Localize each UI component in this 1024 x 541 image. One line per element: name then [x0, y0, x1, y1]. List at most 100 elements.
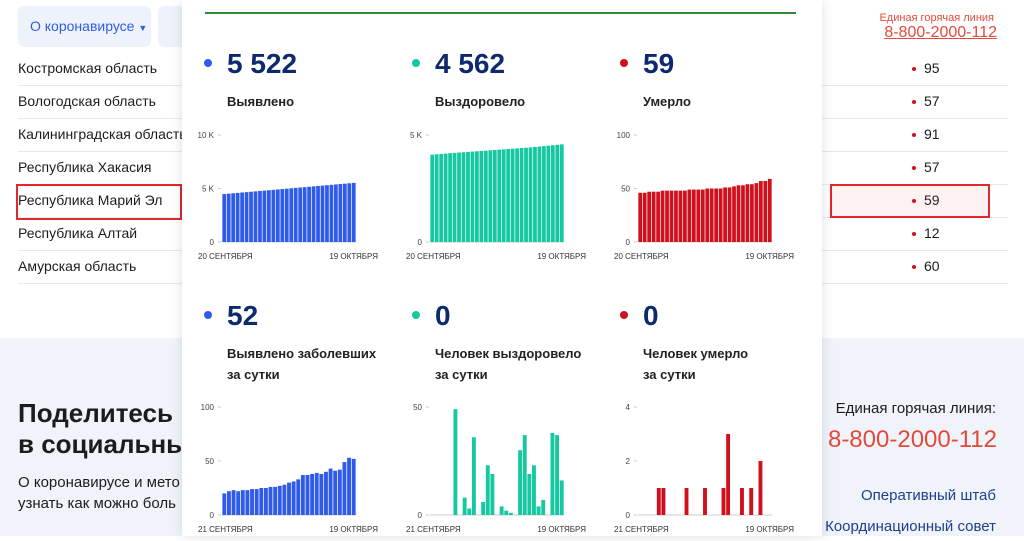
- y-tick-label: 10 K: [198, 131, 215, 140]
- bar: [740, 488, 744, 515]
- bar: [298, 187, 303, 242]
- card-value: 4 562: [435, 48, 505, 79]
- y-tick-label: 50: [621, 185, 630, 194]
- hotline-phone[interactable]: 8-800-2000-112: [884, 24, 997, 41]
- card-label: Выявлено: [227, 94, 294, 109]
- bar: [524, 147, 528, 242]
- dot: [412, 59, 420, 67]
- bar: [430, 154, 435, 242]
- bar: [758, 181, 763, 242]
- bar: [310, 473, 315, 515]
- card-label: Выздоровело: [435, 94, 525, 109]
- bar: [316, 185, 320, 242]
- y-tick-label: 0: [418, 238, 423, 247]
- bar: [518, 450, 523, 515]
- menu-button[interactable]: О коронавирусе ▼: [18, 6, 151, 47]
- bar: [324, 471, 328, 515]
- bar: [325, 185, 329, 242]
- bar: [342, 183, 347, 242]
- bar: [236, 491, 241, 515]
- bar: [754, 183, 759, 242]
- bar: [506, 149, 511, 242]
- x-axis-label: 21 СЕНТЯБРЯ: [614, 525, 669, 534]
- bar: [222, 493, 227, 515]
- card-value: 0: [643, 300, 659, 331]
- region-value: 12: [912, 217, 940, 250]
- card-value: 52: [227, 300, 258, 331]
- bar: [651, 191, 656, 242]
- bar: [528, 147, 533, 242]
- bar: [443, 153, 448, 242]
- dot: [620, 311, 628, 319]
- card-label: Человек выздоровело: [435, 346, 581, 361]
- bar: [499, 506, 504, 515]
- bar: [684, 488, 689, 515]
- bar: [334, 184, 338, 242]
- x-axis-label: 19 ОКТЯБРЯ: [329, 252, 378, 261]
- bar: [305, 475, 310, 515]
- bar: [291, 481, 296, 515]
- card-label: Умерло: [643, 94, 691, 109]
- bar: [314, 472, 319, 515]
- bar: [226, 193, 231, 242]
- bar: [758, 461, 763, 515]
- bar: [687, 189, 692, 242]
- bar: [466, 151, 470, 242]
- bar: [222, 194, 227, 242]
- bar: [470, 151, 475, 242]
- bar: [497, 149, 502, 242]
- contact-link[interactable]: Координационный совет: [825, 518, 996, 535]
- bar: [741, 185, 745, 242]
- bar: [550, 432, 555, 515]
- y-tick-label: 0: [210, 238, 215, 247]
- card-label: за сутки: [643, 367, 696, 382]
- bar: [311, 186, 316, 242]
- x-axis-label: 21 СЕНТЯБРЯ: [406, 525, 461, 534]
- bar: [268, 486, 273, 515]
- region-value: 91: [912, 118, 940, 151]
- bar: [492, 149, 497, 242]
- bar: [452, 152, 457, 242]
- bar: [732, 186, 736, 242]
- bar: [267, 190, 271, 242]
- bar: [721, 488, 726, 515]
- bar: [249, 191, 253, 242]
- contact-link[interactable]: Оперативный штаб: [861, 487, 996, 504]
- bar: [703, 488, 707, 515]
- bar: [490, 473, 495, 515]
- dot: [412, 311, 420, 319]
- bar: [448, 153, 452, 242]
- bar: [338, 184, 343, 242]
- menu-label: О коронавирусе: [30, 18, 135, 34]
- bar: [320, 185, 325, 242]
- bar: [453, 409, 458, 515]
- y-tick-label: 0: [626, 238, 631, 247]
- x-axis-label: 19 ОКТЯБРЯ: [745, 252, 794, 261]
- x-axis-label: 21 СЕНТЯБРЯ: [198, 525, 253, 534]
- bar: [254, 489, 259, 515]
- bar: [691, 189, 696, 242]
- bar: [462, 497, 467, 515]
- region-name: Амурская область: [18, 258, 137, 274]
- bar: [661, 488, 666, 515]
- bar: [674, 190, 678, 242]
- bar: [259, 488, 264, 515]
- bar: [271, 189, 276, 242]
- bar: [226, 491, 231, 515]
- region-name: Вологодская область: [18, 93, 156, 109]
- x-axis-label: 19 ОКТЯБРЯ: [329, 525, 378, 534]
- bar: [542, 146, 546, 242]
- bar: [347, 457, 352, 515]
- bar: [302, 187, 307, 242]
- region-name: Калининградская область: [18, 126, 187, 142]
- bar: [515, 148, 519, 242]
- bar: [763, 181, 768, 242]
- x-axis-label: 20 СЕНТЯБРЯ: [406, 252, 461, 261]
- contacts-phone[interactable]: 8-800-2000-112: [827, 426, 997, 453]
- highlight-box: [830, 184, 990, 218]
- bar: [485, 465, 490, 515]
- bar: [245, 490, 250, 515]
- bar: [714, 188, 719, 242]
- bar: [726, 434, 731, 515]
- bar: [277, 485, 282, 515]
